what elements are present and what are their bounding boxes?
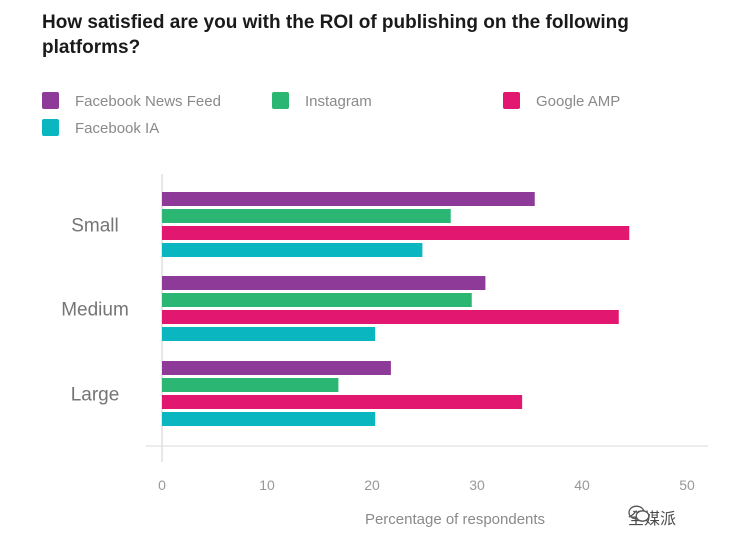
bar-medium-facebook-news-feed: [162, 276, 486, 290]
x-axis-title: Percentage of respondents: [365, 511, 545, 528]
x-tick-label-40: 40: [574, 477, 590, 493]
bar-medium-facebook-ia: [162, 327, 376, 341]
watermark: 全媒派: [628, 505, 676, 529]
category-labels: Small Medium Large: [61, 216, 129, 406]
x-tick-label-10: 10: [259, 477, 275, 493]
legend-label-google-amp: Google AMP: [536, 93, 620, 110]
x-tick-label-30: 30: [469, 477, 485, 493]
category-label-large: Large: [71, 385, 120, 406]
x-tick-label-0: 0: [158, 477, 166, 493]
bar-small-facebook-ia: [162, 243, 423, 257]
legend-label-facebook-ia: Facebook IA: [75, 120, 159, 137]
x-tick-labels: 0 10 20 30 40 50: [158, 477, 695, 493]
bar-small-google-amp: [162, 226, 630, 240]
legend-label-instagram: Instagram: [305, 93, 372, 110]
x-tick-label-20: 20: [364, 477, 380, 493]
category-label-small: Small: [71, 216, 119, 237]
bar-large-facebook-news-feed: [162, 361, 391, 375]
chart-title: How satisfied are you with the ROI of pu…: [42, 12, 629, 58]
bar-large-facebook-ia: [162, 412, 376, 426]
legend-swatch-facebook-ia: [42, 119, 59, 136]
bar-small-facebook-news-feed: [162, 192, 535, 206]
legend: Facebook News Feed Instagram Google AMP Fac…: [42, 92, 620, 137]
bar-large-instagram: [162, 378, 339, 392]
x-tick-label-50: 50: [679, 477, 695, 493]
bar-small-instagram: [162, 209, 451, 223]
bar-large-google-amp: [162, 395, 523, 409]
legend-swatch-google-amp: [503, 92, 520, 109]
wechat-icon: [628, 505, 650, 522]
legend-swatch-facebook-news-feed: [42, 92, 59, 109]
category-label-medium: Medium: [61, 300, 129, 321]
bar-medium-instagram: [162, 293, 472, 307]
legend-swatch-instagram: [272, 92, 289, 109]
legend-label-facebook-news-feed: Facebook News Feed: [75, 93, 221, 110]
bar-medium-google-amp: [162, 310, 619, 324]
bars: [162, 192, 630, 426]
